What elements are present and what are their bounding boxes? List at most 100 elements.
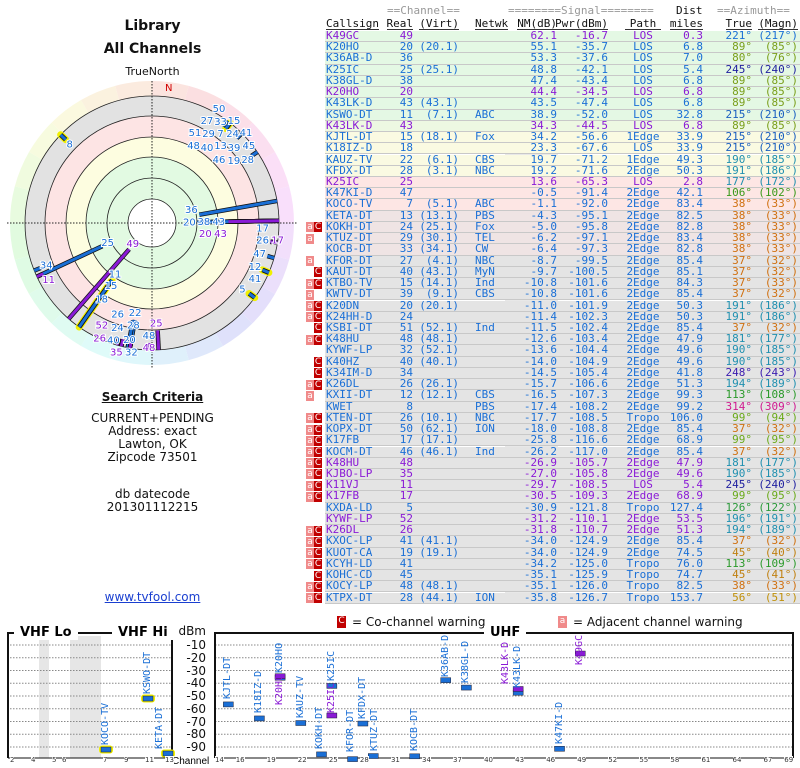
table-row[interactable]: KOCY-LP 48 (48.1) -35.1 -126.0 Tropo 82.5 38° (3… (325, 580, 800, 593)
signal-mark[interactable] (512, 686, 524, 692)
signal-mark[interactable] (575, 650, 586, 657)
column-header-azimuth-magnetic[interactable]: (Magn) (758, 17, 798, 30)
station-bearing-line[interactable] (36, 244, 103, 279)
station-bearing-line[interactable] (266, 254, 275, 260)
table-row[interactable]: KAUT-DT 40 (43.1) MyN -9.7 -100.5 2Edge 85.1 37°… (325, 266, 800, 279)
column-header-virtual-channel[interactable]: (Virt) (419, 17, 459, 30)
station-bearing-line[interactable] (119, 339, 125, 347)
signal-mark[interactable] (347, 756, 358, 762)
table-row[interactable]: KOCB-DT 33 (34.1) CW -6.4 -97.3 2Edge 82.8 38° (3… (325, 243, 800, 256)
signal-mark[interactable] (461, 684, 472, 691)
table-row[interactable]: K26DL 26 (26.1) -15.7 -106.6 2Edge 51.3 194° (18… (325, 378, 800, 391)
table-row[interactable]: K17FB 17 -30.5 -109.3 2Edge 68.9 99° (95°) (325, 490, 800, 503)
station-bearing-line[interactable] (115, 337, 121, 346)
table-row[interactable]: K38GL-D 38 47.4 -43.4 LOS 6.8 89° (85°) (325, 75, 800, 88)
table-row[interactable]: K17FB 17 (17.1) -25.8 -116.6 2Edge 68.9 99° (95°… (325, 434, 800, 447)
signal-mark[interactable] (254, 715, 265, 722)
table-row[interactable]: KAUZ-TV 22 (6.1) CBS 19.7 -71.2 1Edge 49.3 190° (… (325, 154, 800, 166)
column-header-path[interactable]: Path (625, 18, 661, 30)
table-row[interactable]: K43LK-D 43 34.3 -44.5 LOS 6.8 89° (85°) (325, 120, 800, 133)
table-row[interactable]: KXII-DT 12 (12.1) CBS -16.5 -107.3 2Edge 99.3 11… (325, 389, 800, 402)
table-row[interactable]: KWET 8 PBS -17.4 -108.2 2Edge 99.2 314° (309°) (325, 401, 800, 413)
column-header-azimuth-true[interactable]: True (725, 17, 752, 30)
station-bearing-line[interactable] (235, 132, 243, 140)
table-row[interactable]: K20DN 20 (20.1) -11.0 -101.9 2Edge 50.3 191° (18… (325, 300, 800, 312)
signal-mark[interactable] (142, 695, 154, 702)
signal-mark[interactable] (554, 746, 565, 752)
station-bearing-line[interactable] (128, 340, 133, 349)
table-row[interactable]: K48HU 48 -26.9 -105.7 2Edge 47.9 181° (177°) (325, 457, 800, 469)
column-header-real-channel[interactable]: Real (386, 17, 413, 30)
table-row[interactable]: KOCO-TV 7 (5.1) ABC -1.1 -92.0 2Edge 83.4 38° (33… (325, 198, 800, 211)
table-row[interactable]: KYWF-LP 32 (52.1) -13.6 -104.4 2Edge 49.6 190° (… (325, 344, 800, 357)
table-row[interactable]: K48HU 48 (48.1) -12.6 -103.4 2Edge 47.9 181° (17… (325, 333, 800, 346)
table-row[interactable]: KTEN-DT 26 (10.1) NBC -17.7 -108.5 Tropo 106.0 9… (325, 412, 800, 424)
signal-mark[interactable] (316, 751, 327, 758)
table-row[interactable]: KOCM-DT 46 (46.1) Ind -26.2 -117.0 2Edge 85.4 37… (325, 446, 800, 458)
table-row[interactable]: K47KI-D 47 -0.5 -91.4 2Edge 42.1 106° (102°) (325, 187, 800, 200)
table-row[interactable]: KWTV-DT 39 (9.1) CBS -10.8 -101.6 2Edge 85.4 37°… (325, 288, 800, 301)
table-row[interactable]: KUOT-CA 19 (19.1) -34.0 -124.9 2Edge 74.5 45° (4… (325, 547, 800, 559)
signal-mark[interactable] (326, 712, 338, 719)
table-row[interactable]: K43LK-D 43 (43.1) 43.5 -47.4 LOS 6.8 89° (85°) (325, 97, 800, 110)
table-row[interactable]: K49GC 49 62.1 -16.7 LOS 0.3 221° (217°) (325, 30, 800, 43)
column-header-callsign[interactable]: Callsign (326, 17, 379, 30)
station-bearing-line[interactable] (250, 150, 259, 158)
station-bearing-line[interactable] (77, 298, 100, 328)
table-row[interactable]: K20HO 20 (20.1) 55.1 -35.7 LOS 6.8 89° (85°) (325, 41, 800, 54)
table-row[interactable]: K11VJ 11 -29.7 -108.5 LOS 5.4 245° (240°) (325, 479, 800, 492)
station-bearing-line[interactable] (248, 292, 256, 299)
real-channel: 34 (399, 365, 413, 379)
station-bearing-line[interactable] (59, 133, 67, 141)
station-bearing-line[interactable] (156, 330, 161, 350)
table-row[interactable]: K25IC 25 13.6 -65.3 LOS 2.8 177° (172°) (325, 176, 800, 189)
table-row[interactable]: K24HH-D 24 -11.4 -102.3 2Edge 50.3 191° (186°) (325, 311, 800, 323)
table-row[interactable]: KSBI-DT 51 (52.1) Ind -11.5 -102.4 2Edge 85.4 37… (325, 322, 800, 335)
signal-mark[interactable] (326, 683, 338, 689)
column-header-distance[interactable]: miles (669, 17, 703, 30)
column-header-network[interactable]: Netwk (475, 17, 509, 30)
table-row[interactable]: KXOC-LP 41 (41.1) -34.0 -124.9 2Edge 85.4 37° (3… (325, 535, 800, 548)
signal-mark[interactable] (368, 753, 379, 759)
table-row[interactable]: KTPX-DT 28 (44.1) ION -35.8 -126.7 Tropo 153.7 5… (325, 592, 800, 604)
tvfool-link[interactable]: www.tvfool.com (104, 590, 201, 604)
table-row[interactable]: KTBO-TV 15 (14.1) Ind -10.8 -101.6 2Edge 84.3 37… (325, 277, 800, 290)
table-row[interactable]: KSWO-DT 11 (7.1) ABC 38.9 -52.0 LOS 32.8 215° (21… (325, 109, 800, 121)
station-bearing-line[interactable] (228, 219, 280, 224)
station-bearing-line[interactable] (36, 272, 44, 279)
signal-mark[interactable] (357, 720, 369, 727)
table-row[interactable]: KFDX-DT 28 (3.1) NBC 19.2 -71.6 2Edge 50.3 191° (… (325, 165, 800, 177)
station-bearing-line[interactable] (67, 248, 131, 320)
table-row[interactable]: K20HO 20 44.4 -34.5 LOS 6.8 89° (85°) (325, 86, 800, 99)
station-bearing-line[interactable] (261, 268, 270, 275)
table-row[interactable]: KETA-DT 13 (13.1) PBS -4.3 -95.1 2Edge 82.5 38° (… (325, 210, 800, 222)
station-bearing-line[interactable] (224, 121, 232, 130)
table-row[interactable]: K36AB-D 36 53.3 -37.6 LOS 7.0 80° (76°) (325, 52, 800, 65)
table-row[interactable]: KFOR-DT 27 (4.1) NBC -8.7 -99.5 2Edge 85.4 37° (3… (325, 255, 800, 267)
station-bearing-line[interactable] (33, 266, 42, 272)
station-bearing-line[interactable] (199, 199, 278, 217)
table-row[interactable]: K18IZ-D 18 23.3 -67.6 LOS 33.9 215° (210°) (325, 142, 800, 155)
table-row[interactable]: KOPX-DT 50 (62.1) ION -18.0 -108.8 2Edge 85.4 37… (325, 423, 800, 436)
table-row[interactable]: KXDA-LD 5 -30.9 -121.8 Tropo 127.4 126° (122°) (325, 502, 800, 514)
signal-mark[interactable] (223, 701, 234, 708)
table-row[interactable]: KCYH-LD 41 -34.2 -125.0 Tropo 76.0 113° (109°) (325, 558, 800, 570)
column-header-power[interactable]: Pwr(dBm) (555, 17, 608, 30)
table-row[interactable]: KTUZ-DT 29 (30.1) TEL -6.2 -97.1 2Edge 83.4 38° (… (325, 232, 800, 245)
table-row[interactable]: K26DL 26 -31.8 -110.7 2Edge 51.3 194° (189°) (325, 524, 800, 537)
table-row[interactable]: K25IC 25 (25.1) 48.8 -42.1 LOS 5.4 245° (240°) (325, 64, 800, 76)
table-row[interactable]: KYWF-LP 52 -31.2 -110.1 2Edge 53.5 196° (191°) (325, 513, 800, 526)
table-row[interactable]: KOKH-DT 24 (25.1) Fox -5.0 -95.8 2Edge 82.8 38° (… (325, 221, 800, 234)
table-row[interactable]: K40HZ 40 (40.1) -14.0 -104.9 2Edge 49.6 190° (18… (325, 356, 800, 368)
station-bearing-line[interactable] (270, 240, 278, 245)
signal-mark[interactable] (409, 753, 420, 760)
signal-mark[interactable] (295, 720, 307, 726)
table-row[interactable]: KOHC-CD 45 -35.1 -125.9 Tropo 74.7 45° (41°) (325, 569, 800, 582)
table-row[interactable]: KJTL-DT 15 (18.1) Fox 34.2 -56.6 1Edge 33.9 215°… (325, 131, 800, 144)
table-row[interactable]: KJBO-LP 35 -27.0 -105.8 2Edge 49.6 190° (185°) (325, 468, 800, 481)
signal-mark[interactable] (274, 673, 286, 679)
table-row[interactable]: K34IM-D 34 -14.5 -105.4 2Edge 41.8 248° (243°) (325, 365, 800, 380)
signal-mark[interactable] (100, 746, 112, 753)
signal-mark[interactable] (440, 677, 451, 683)
column-header-noise-margin[interactable]: NM(dB) (517, 17, 557, 30)
